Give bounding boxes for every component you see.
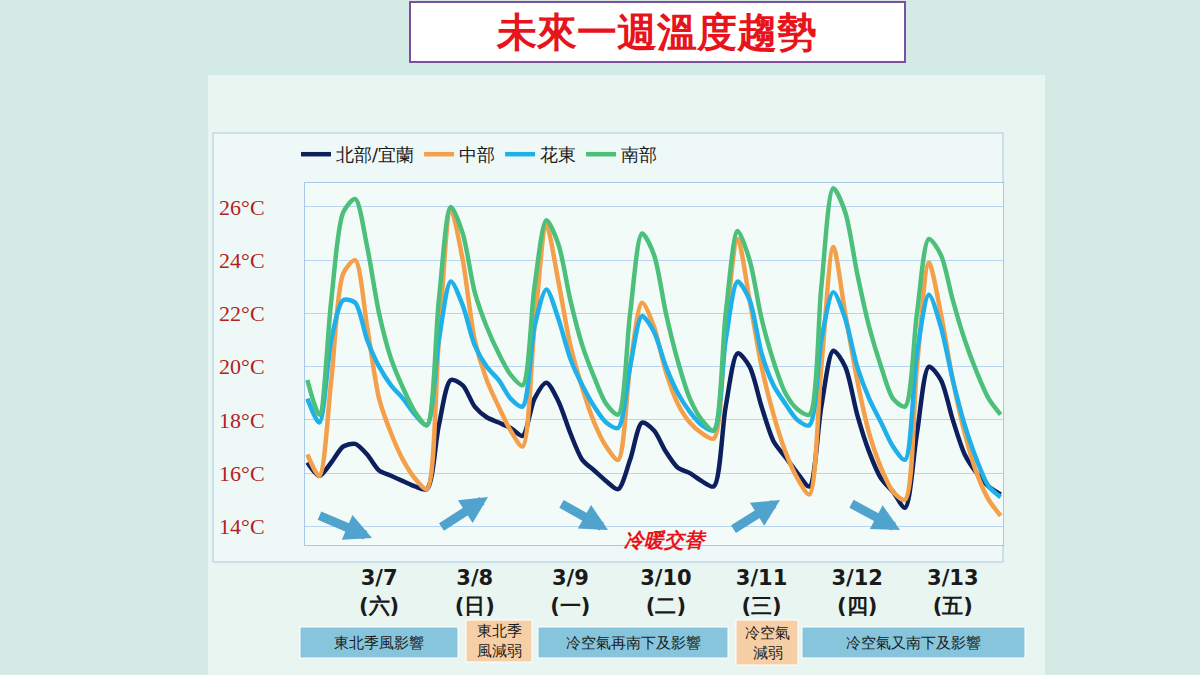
svg-text:24°C: 24°C [219,248,264,273]
svg-text:3/9(一): 3/9(一) [550,566,590,617]
svg-text:18°C: 18°C [219,408,264,433]
svg-text:東北季風減弱: 東北季風減弱 [477,622,522,660]
svg-text:3/10(二): 3/10(二) [640,566,692,617]
svg-text:22°C: 22°C [219,301,264,326]
svg-text:冷空氣又南下及影響: 冷空氣又南下及影響 [846,634,981,652]
svg-text:3/11(三): 3/11(三) [736,566,788,617]
svg-text:3/8(日): 3/8(日) [455,566,495,617]
svg-text:花東: 花東 [540,144,576,165]
svg-text:14°C: 14°C [219,514,264,539]
svg-text:未來一週溫度趨勢: 未來一週溫度趨勢 [496,9,817,55]
svg-text:北部/宜蘭: 北部/宜蘭 [336,144,414,165]
svg-text:16°C: 16°C [219,461,264,486]
svg-text:26°C: 26°C [219,195,264,220]
svg-text:冷空氣減弱: 冷空氣減弱 [745,624,790,662]
svg-text:冷暖交替: 冷暖交替 [623,528,707,552]
svg-text:3/13(五): 3/13(五) [927,566,979,617]
svg-text:20°C: 20°C [219,354,264,379]
svg-text:東北季風影響: 東北季風影響 [334,634,424,652]
svg-text:3/7(六): 3/7(六) [359,566,399,617]
svg-text:南部: 南部 [621,144,657,165]
svg-text:3/12(四): 3/12(四) [831,566,883,617]
svg-text:冷空氣再南下及影響: 冷空氣再南下及影響 [566,634,701,652]
svg-text:中部: 中部 [459,144,495,165]
